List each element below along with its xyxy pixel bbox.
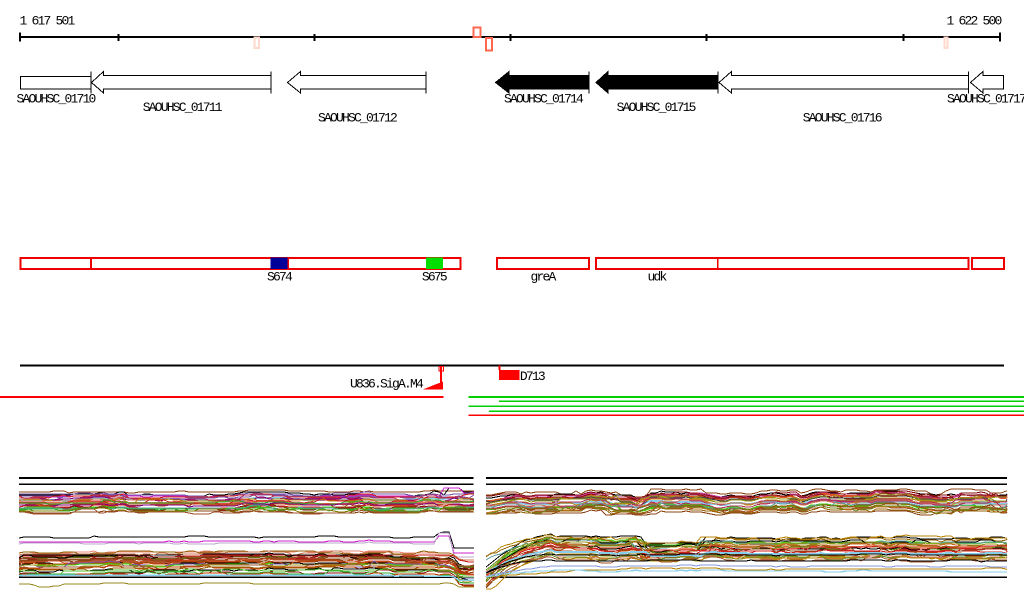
svg-text:1 622 500: 1 622 500 (947, 13, 1002, 28)
svg-text:SAOUHSC_01712: SAOUHSC_01712 (318, 111, 397, 126)
svg-text:SAOUHSC_01716: SAOUHSC_01716 (803, 111, 882, 126)
svg-text:udk: udk (648, 269, 668, 284)
svg-text:D713: D713 (520, 369, 545, 384)
svg-text:SAOUHSC_01717: SAOUHSC_01717 (947, 91, 1024, 106)
svg-text:greA: greA (531, 269, 557, 284)
svg-text:S674: S674 (267, 269, 293, 284)
svg-text:SAOUHSC_01714: SAOUHSC_01714 (504, 91, 584, 106)
svg-text:1 617 501: 1 617 501 (20, 13, 76, 28)
svg-text:U836.SigA.M4: U836.SigA.M4 (350, 376, 424, 391)
svg-text:SAOUHSC_01715: SAOUHSC_01715 (617, 100, 696, 115)
svg-text:SAOUHSC_01711: SAOUHSC_01711 (143, 100, 223, 115)
svg-text:S675: S675 (422, 269, 447, 284)
svg-text:SAOUHSC_01710: SAOUHSC_01710 (17, 91, 96, 106)
